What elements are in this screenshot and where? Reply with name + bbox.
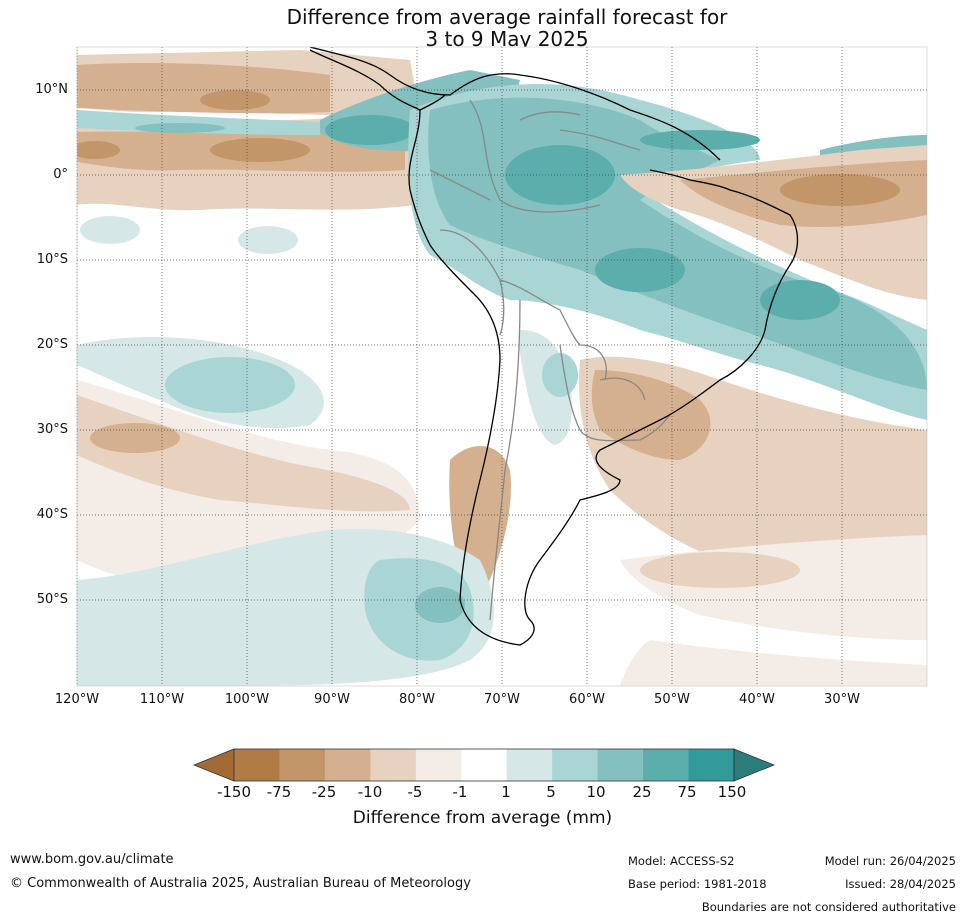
- wet-strip-core: [135, 123, 225, 133]
- coastline: [309, 47, 799, 646]
- chart-title-line2: 3 to 9 May 2025: [425, 27, 589, 51]
- colorbar-title: Difference from average (mm): [352, 808, 613, 828]
- colorbar-swatch: [370, 749, 417, 781]
- dry-core-4: [90, 423, 180, 453]
- lon-label-110w: 110°W: [139, 692, 185, 707]
- country-borders: [429, 99, 671, 621]
- colorbar-label: 150: [717, 783, 747, 801]
- lat-label-0: 0°: [53, 167, 68, 182]
- wet-south-atlantic: [620, 640, 927, 686]
- colorbar-swatch: [643, 749, 689, 781]
- lat-label-50s: 50°S: [36, 592, 68, 607]
- lon-label-50w: 50°W: [654, 692, 690, 707]
- anomaly-field: [77, 47, 927, 686]
- lon-label-90w: 90°W: [314, 692, 350, 707]
- lon-label-100w: 100°W: [224, 692, 270, 707]
- lon-label-70w: 70°W: [484, 692, 520, 707]
- colorbar-extend-high: [733, 748, 776, 782]
- colorbar-swatch: [279, 749, 326, 781]
- colorbar-swatch: [688, 749, 735, 781]
- colorbar-label: 75: [677, 783, 697, 801]
- dry-band-north-core: [77, 63, 330, 114]
- wet-colombia-core: [325, 115, 415, 145]
- colorbar-label: -150: [216, 783, 252, 801]
- colorbar-extend-low: [192, 748, 235, 782]
- colorbar-label: 5: [546, 783, 556, 801]
- dry-core-1: [210, 138, 310, 162]
- colorbar-swatch: [324, 749, 371, 781]
- wet-guianas: [640, 130, 760, 150]
- central-america-coast: [309, 49, 446, 111]
- lat-label-40s: 40°S: [36, 507, 68, 522]
- dry-core-2: [77, 141, 120, 159]
- model-run-date: Model run: 26/04/2025: [824, 854, 956, 868]
- colorbar-swatch: [234, 749, 280, 781]
- issued-date: Issued: 28/04/2025: [845, 877, 956, 891]
- gridlines: [76, 47, 927, 686]
- colorbar-swatch: [597, 749, 644, 781]
- lat-label-10s: 10°S: [36, 252, 68, 267]
- colorbar-label: -5: [407, 783, 423, 801]
- base-period: Base period: 1981-2018: [628, 877, 767, 891]
- wet-atlantic-core: [760, 280, 840, 320]
- dry-subtropical-pacific-core: [77, 395, 410, 512]
- colorbar-label: 25: [632, 783, 652, 801]
- dry-atlantic-south-core: [640, 552, 800, 588]
- colorbar-label: -10: [357, 783, 383, 801]
- south-america-coast: [408, 109, 799, 646]
- colorbar-swatch: [415, 749, 462, 781]
- lat-label-10n: 10°N: [35, 82, 68, 97]
- colorbar-swatch: [506, 749, 553, 781]
- wet-pacific-small: [238, 226, 298, 254]
- colorbar-label: 1: [501, 783, 511, 801]
- caribbean-coast: [309, 47, 721, 161]
- lat-label-20s: 20°S: [36, 337, 68, 352]
- chart-title-line1: Difference from average rainfall forecas…: [286, 5, 728, 29]
- colorbar-label: -25: [311, 783, 337, 801]
- bom-url-link[interactable]: www.bom.gov.au/climate: [10, 852, 174, 867]
- model-name: Model: ACCESS-S2: [628, 854, 735, 868]
- wet-andes-core: [542, 353, 578, 397]
- lon-label-30w: 30°W: [824, 692, 860, 707]
- colorbar-label: -1: [452, 783, 468, 801]
- colorbar-border: [233, 748, 735, 782]
- wet-pacific-south-core: [165, 357, 295, 413]
- lon-label-120w: 120°W: [54, 692, 100, 707]
- colorbar-label: 10: [586, 783, 606, 801]
- colorbar-swatch: [552, 749, 599, 781]
- dry-la-plata-core: [591, 370, 711, 460]
- lon-label-60w: 60°W: [569, 692, 605, 707]
- colorbar: [192, 748, 776, 782]
- boundaries-disclaimer: Boundaries are not considered authoritat…: [701, 900, 956, 914]
- colorbar-swatch: [461, 749, 508, 781]
- wet-amazon-core-2: [595, 248, 685, 292]
- dry-core-3: [200, 90, 270, 110]
- lon-label-40w: 40°W: [739, 692, 775, 707]
- lon-label-80w: 80°W: [399, 692, 435, 707]
- colorbar-label: -75: [266, 783, 292, 801]
- lat-label-30s: 30°S: [36, 422, 68, 437]
- wet-pacific-small-2: [80, 216, 140, 244]
- copyright-text: © Commonwealth of Australia 2025, Austra…: [10, 876, 471, 891]
- map-frame: [76, 46, 928, 687]
- dry-ne-core: [780, 174, 900, 206]
- wet-southern-ocean-centre: [415, 587, 465, 623]
